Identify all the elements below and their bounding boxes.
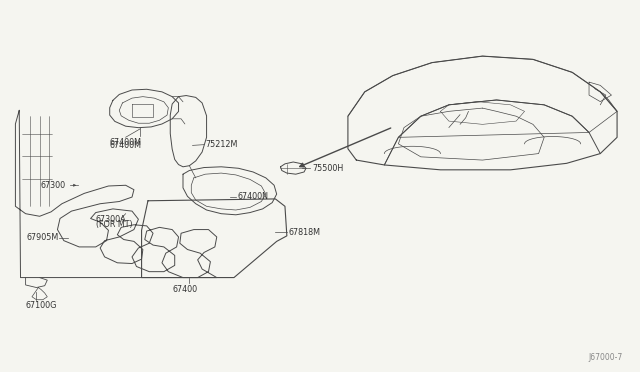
Text: 67300: 67300: [41, 181, 66, 190]
Text: 75212M: 75212M: [205, 140, 237, 149]
Text: 67100G: 67100G: [26, 301, 57, 310]
Text: 67400M: 67400M: [109, 138, 141, 147]
Text: 67905M: 67905M: [27, 233, 59, 242]
Text: 67400M: 67400M: [109, 141, 141, 150]
Text: 67400N: 67400N: [237, 192, 268, 201]
Text: (FOR MT): (FOR MT): [96, 220, 132, 229]
Text: 67818M: 67818M: [288, 228, 320, 237]
Text: 67300A: 67300A: [96, 215, 126, 224]
Text: 75500H: 75500H: [312, 164, 344, 173]
Text: J67000-7: J67000-7: [588, 353, 623, 362]
Text: 67400: 67400: [172, 285, 197, 294]
